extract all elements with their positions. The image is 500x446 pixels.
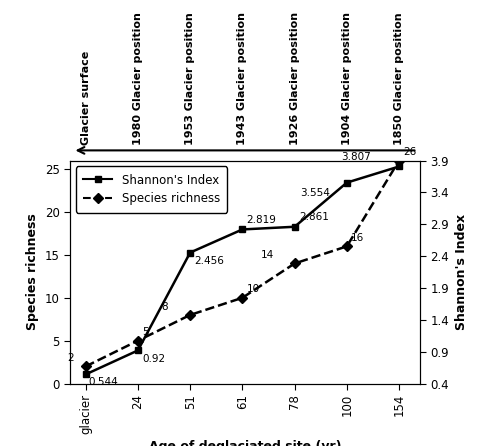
Species richness [135,338,141,343]
Y-axis label: Species richness: Species richness [26,214,39,330]
Species richness [187,312,193,318]
Text: 3.807: 3.807 [342,152,372,162]
Line: Species richness: Species richness [82,157,402,370]
Text: 3.554: 3.554 [300,188,330,198]
Text: 1850 Glacier position: 1850 Glacier position [394,12,404,145]
Legend: Shannon's Index, Species richness: Shannon's Index, Species richness [76,166,228,213]
Text: 16: 16 [351,233,364,243]
Species richness [396,158,402,163]
X-axis label: Age of deglaciated site (yr): Age of deglaciated site (yr) [149,440,341,446]
Species richness [344,244,350,249]
Text: 8: 8 [162,301,168,311]
Text: 10: 10 [246,285,260,294]
Text: 2.819: 2.819 [246,215,276,225]
Text: 2.861: 2.861 [299,212,328,223]
Species richness [240,295,246,301]
Text: 1953 Glacier position: 1953 Glacier position [185,12,195,145]
Line: Shannon's Index: Shannon's Index [82,163,402,378]
Y-axis label: Shannon's Index: Shannon's Index [454,214,468,330]
Text: 0.544: 0.544 [88,377,118,387]
Text: 14: 14 [260,250,274,260]
Shannon's Index [240,227,246,232]
Shannon's Index [292,224,298,229]
Text: 26: 26 [404,147,416,157]
Species richness [292,261,298,266]
Shannon's Index [82,372,88,377]
Text: 0.92: 0.92 [142,354,165,364]
Text: 2.456: 2.456 [194,256,224,266]
Text: 1926 Glacier position: 1926 Glacier position [290,12,300,145]
Text: 1943 Glacier position: 1943 Glacier position [238,12,248,145]
Text: 2: 2 [68,353,74,363]
Text: 1904 Glacier position: 1904 Glacier position [342,12,352,145]
Shannon's Index [396,164,402,169]
Text: Glacier surface: Glacier surface [80,50,90,145]
Species richness [82,364,88,369]
Text: 5: 5 [142,327,148,337]
Shannon's Index [187,250,193,255]
Shannon's Index [135,348,141,353]
Text: 1980 Glacier position: 1980 Glacier position [133,12,143,145]
Shannon's Index [344,180,350,185]
